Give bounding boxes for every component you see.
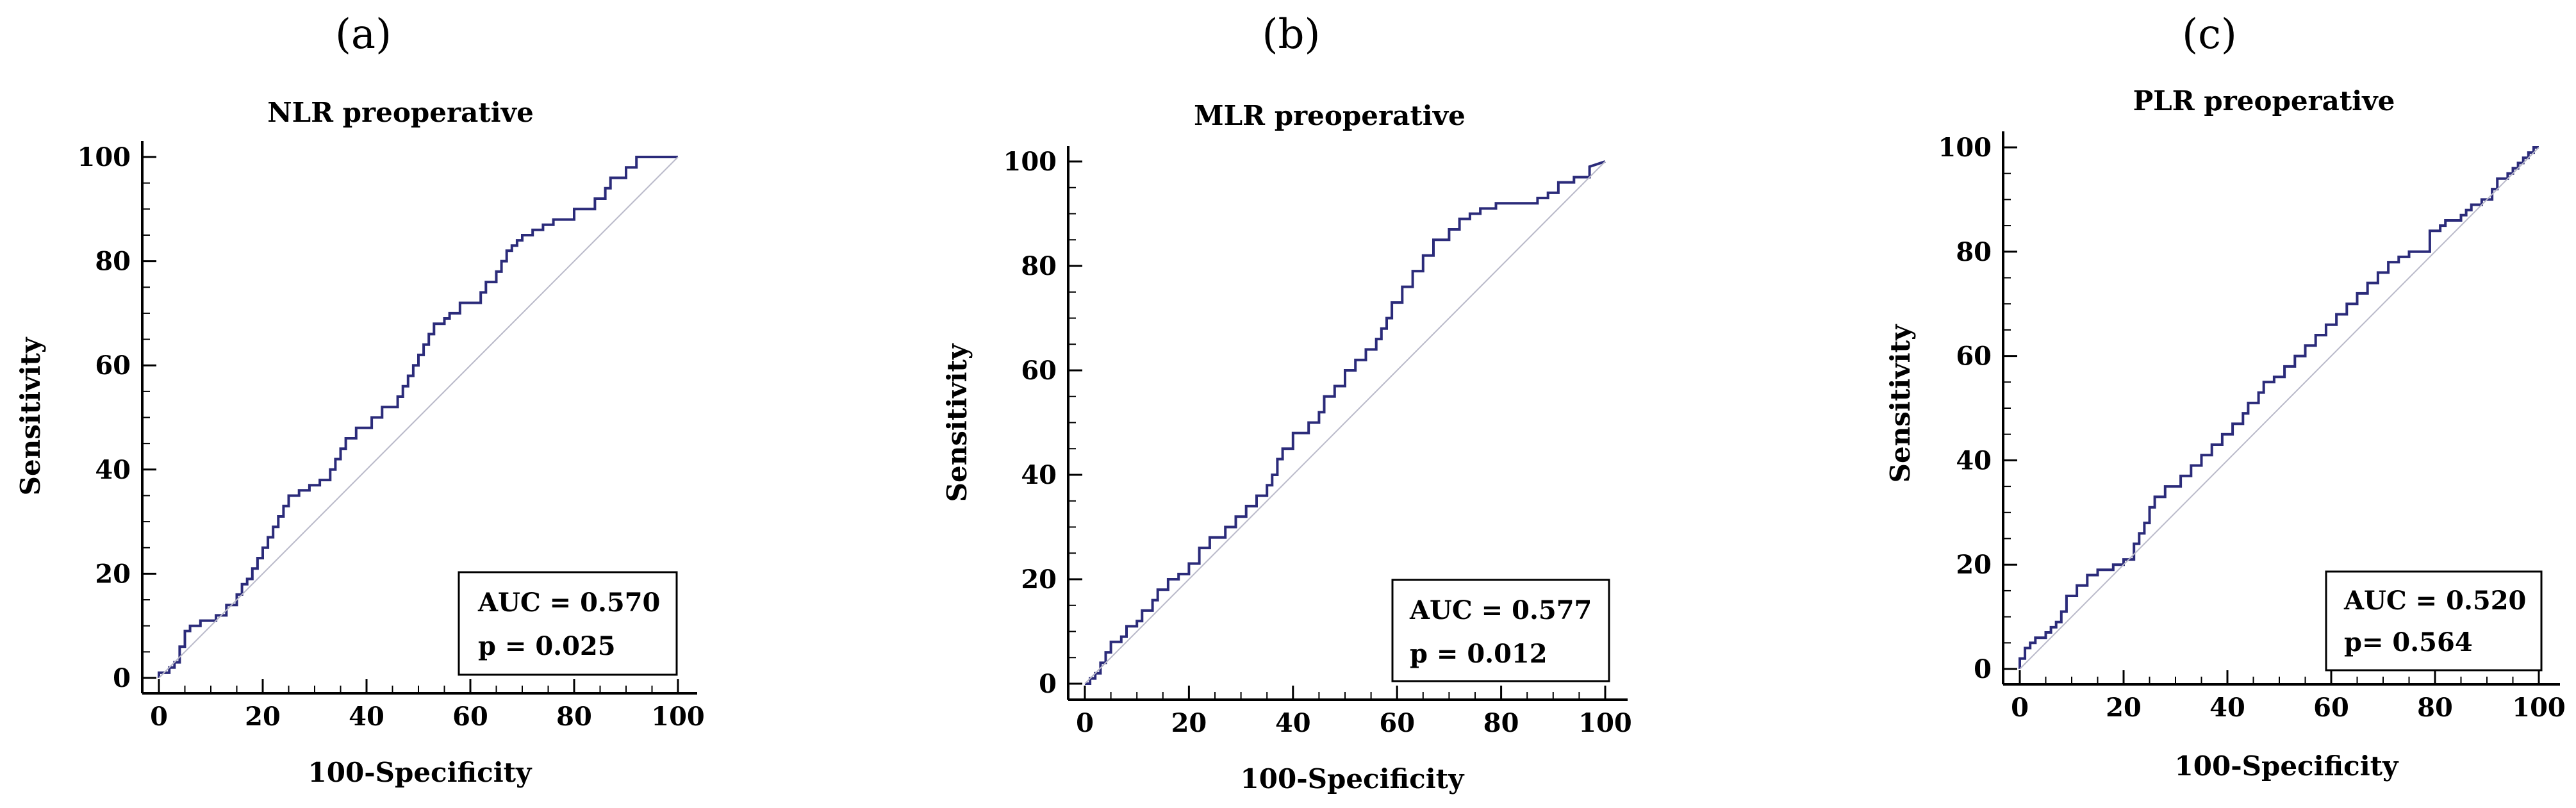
p-value-b: p = 0.012	[1410, 639, 1548, 669]
auc-value-a: AUC = 0.570	[477, 588, 660, 618]
x-axis-label-c: 100-Specificity	[2175, 750, 2400, 782]
panel-c: (c) PLR preoperative Sensitivity 100-Spe…	[1885, 11, 2566, 782]
y-tick-label-b: 100	[1003, 147, 1057, 177]
y-tick-label-a: 60	[95, 350, 131, 381]
y-axis-label-b: Sensitivity	[941, 343, 973, 502]
roc-curve-line-b	[1085, 160, 1606, 685]
x-axis-label-a: 100-Specificity	[308, 757, 533, 788]
x-tick-label-a: 60	[452, 702, 488, 732]
stats-box-a	[458, 571, 678, 676]
y-tick-label-c: 20	[1956, 550, 1992, 580]
y-tick-label-c: 0	[1974, 654, 1992, 684]
x-tick-label-b: 20	[1171, 708, 1207, 738]
y-tick-label-b: 60	[1021, 356, 1057, 386]
reference-diagonal-line-c	[2019, 147, 2539, 670]
plot-area-a: 0 20 40 60 80 100 0 20 40 60 80 100	[78, 141, 705, 732]
plot-area-c: 0 20 40 60 80 100 0 20 40 60 80 100	[1938, 131, 2566, 723]
y-tick-label-a: 80	[95, 247, 131, 277]
plot-area-b: 0 20 40 60 80 100 0 20 40 60 80 100	[1003, 146, 1632, 738]
reference-diagonal-line-b	[1084, 161, 1606, 684]
x-tick-label-b: 100	[1578, 708, 1632, 738]
x-tick-label-b: 0	[1076, 708, 1094, 738]
x-tick-label-a: 20	[245, 702, 281, 732]
y-axis-label-c: Sensitivity	[1885, 324, 1916, 482]
chart-title-c: PLR preoperative	[2133, 85, 2395, 117]
p-value-c: p= 0.564	[2344, 627, 2473, 657]
y-tick-label-c: 60	[1956, 342, 1992, 372]
y-tick-label-b: 40	[1021, 460, 1057, 490]
chart-title-a: NLR preoperative	[267, 97, 534, 128]
x-tick-label-a: 100	[651, 702, 705, 732]
roc-curve-line-a	[158, 156, 678, 678]
x-tick-label-c: 60	[2313, 693, 2349, 723]
x-tick-label-b: 80	[1483, 708, 1519, 738]
y-tick-label-b: 80	[1021, 251, 1057, 281]
roc-curve-line-c	[2019, 146, 2539, 669]
y-tick-label-b: 20	[1021, 565, 1057, 595]
auc-value-b: AUC = 0.577	[1409, 595, 1592, 625]
x-tick-label-c: 0	[2011, 693, 2029, 723]
x-tick-label-c: 20	[2106, 693, 2142, 723]
y-tick-label-c: 100	[1938, 133, 1992, 163]
y-tick-label-c: 80	[1956, 237, 1992, 267]
panel-a: (a) NLR preoperative Sensitivity 100-Spe…	[15, 11, 705, 788]
x-tick-label-a: 0	[150, 702, 168, 732]
y-tick-label-a: 100	[78, 142, 131, 172]
x-tick-label-a: 80	[556, 702, 592, 732]
stats-box-b	[1391, 579, 1610, 682]
y-tick-label-a: 20	[95, 559, 131, 589]
x-tick-label-c: 100	[2512, 693, 2566, 723]
x-tick-label-b: 40	[1275, 708, 1311, 738]
y-tick-label-b: 0	[1039, 669, 1057, 699]
y-tick-label-a: 0	[113, 663, 131, 693]
panel-b: (b) MLR preoperative Sensitivity 100-Spe…	[941, 11, 1632, 795]
y-tick-label-c: 40	[1956, 445, 1992, 475]
x-axis-label-b: 100-Specificity	[1241, 763, 1466, 795]
x-tick-label-a: 40	[349, 702, 384, 732]
x-tick-label-c: 40	[2209, 693, 2245, 723]
y-tick-label-a: 40	[95, 455, 131, 485]
panel-letter-b: (b)	[1262, 11, 1321, 58]
x-tick-label-b: 60	[1379, 708, 1415, 738]
p-value-a: p = 0.025	[478, 631, 616, 661]
reference-diagonal-line-a	[158, 156, 679, 679]
panel-letter-c: (c)	[2182, 11, 2237, 58]
stats-box-c	[2325, 570, 2543, 672]
x-tick-label-c: 80	[2417, 693, 2453, 723]
auc-value-c: AUC = 0.520	[2343, 586, 2526, 616]
panel-letter-a: (a)	[335, 11, 392, 58]
y-axis-label-a: Sensitivity	[15, 336, 46, 495]
chart-title-b: MLR preoperative	[1194, 100, 1466, 131]
